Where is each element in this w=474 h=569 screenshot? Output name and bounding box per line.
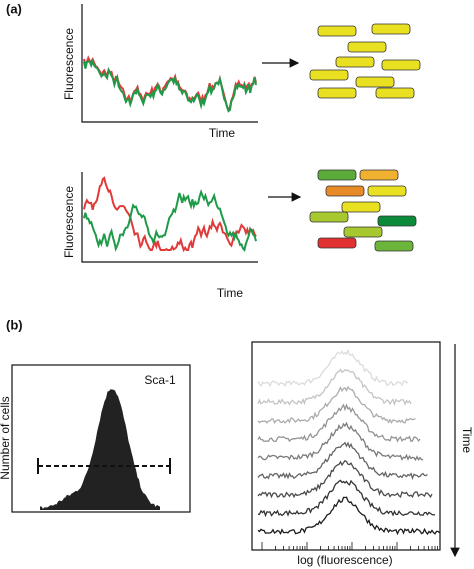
cell	[375, 87, 415, 99]
cell	[317, 25, 357, 37]
histogram-frame	[11, 364, 191, 513]
cell	[347, 41, 387, 53]
x-axis-label: log (fluorescence)	[297, 553, 392, 567]
axes	[81, 4, 258, 123]
layer	[37, 23, 440, 550]
y-axis-label: Number of cells	[0, 396, 12, 479]
distribution	[257, 496, 440, 536]
cell	[343, 226, 383, 238]
trace	[83, 58, 257, 113]
cell	[317, 87, 357, 99]
distribution	[257, 368, 412, 407]
x-axis-label: Time	[217, 286, 244, 300]
cell	[341, 201, 381, 213]
distribution	[257, 385, 416, 424]
y-axis-label: Fluorescence	[62, 28, 76, 100]
marker-label: Sca-1	[144, 373, 176, 387]
cell	[367, 185, 407, 197]
distribution	[257, 459, 433, 499]
distribution	[257, 441, 428, 481]
trace	[83, 189, 257, 253]
distribution	[257, 421, 424, 462]
y-axis-label: Fluorescence	[62, 186, 76, 258]
cell	[317, 237, 357, 249]
cell	[309, 69, 349, 81]
x-axis-label: Time	[209, 126, 236, 140]
panel-label: (b)	[6, 317, 23, 332]
arrow-label: Time	[460, 427, 474, 454]
panel-label: (a)	[6, 1, 22, 16]
cell	[374, 240, 414, 252]
axes	[81, 172, 258, 263]
series-frame	[251, 341, 441, 551]
distribution	[257, 403, 421, 443]
distribution	[257, 348, 409, 388]
cell	[359, 169, 399, 181]
cell	[381, 59, 421, 71]
cell	[325, 185, 365, 197]
cell	[355, 76, 395, 88]
trace	[83, 176, 257, 253]
cell	[377, 215, 417, 227]
cell	[317, 169, 357, 181]
cell	[309, 211, 349, 223]
cell	[371, 23, 411, 35]
histogram	[40, 389, 160, 510]
distribution	[257, 479, 436, 518]
cell	[335, 56, 375, 68]
